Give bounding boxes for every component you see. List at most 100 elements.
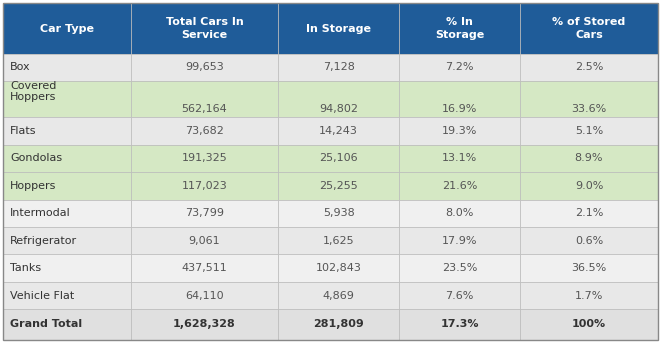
Text: 21.6%: 21.6%: [442, 181, 477, 191]
Text: Gondolas: Gondolas: [10, 153, 62, 164]
Text: 25,106: 25,106: [319, 153, 358, 164]
Bar: [131, 117, 278, 145]
Bar: [520, 309, 658, 340]
Bar: [278, 200, 399, 227]
Bar: [278, 117, 399, 145]
Bar: [3, 3, 131, 54]
Text: 0.6%: 0.6%: [575, 236, 603, 246]
Bar: [520, 81, 658, 117]
Bar: [278, 172, 399, 200]
Bar: [131, 3, 278, 54]
Text: 9.0%: 9.0%: [575, 181, 603, 191]
Text: 14,243: 14,243: [319, 126, 358, 136]
Text: 2.1%: 2.1%: [575, 208, 603, 218]
Bar: [3, 309, 131, 340]
Bar: [3, 227, 131, 255]
Text: Total Cars In
Service: Total Cars In Service: [166, 17, 243, 40]
Text: 5.1%: 5.1%: [575, 126, 603, 136]
Bar: [3, 200, 131, 227]
Bar: [278, 3, 399, 54]
Text: 23.5%: 23.5%: [442, 263, 477, 273]
Bar: [520, 3, 658, 54]
Text: Flats: Flats: [10, 126, 36, 136]
Bar: [399, 117, 520, 145]
Text: 16.9%: 16.9%: [442, 104, 477, 114]
Text: 25,255: 25,255: [319, 181, 358, 191]
Text: 7,128: 7,128: [323, 62, 354, 72]
Text: Refrigerator: Refrigerator: [10, 236, 77, 246]
Text: 73,799: 73,799: [185, 208, 224, 218]
Text: In Storage: In Storage: [306, 24, 371, 34]
Bar: [399, 200, 520, 227]
Text: Vehicle Flat: Vehicle Flat: [10, 291, 74, 301]
Text: 1.7%: 1.7%: [575, 291, 603, 301]
Text: Grand Total: Grand Total: [10, 319, 82, 330]
Text: Covered
Hoppers: Covered Hoppers: [10, 81, 56, 102]
Bar: [131, 200, 278, 227]
Bar: [131, 54, 278, 81]
Bar: [520, 145, 658, 172]
Text: 99,653: 99,653: [185, 62, 224, 72]
Bar: [520, 54, 658, 81]
Bar: [131, 309, 278, 340]
Text: 19.3%: 19.3%: [442, 126, 477, 136]
Text: 17.3%: 17.3%: [440, 319, 479, 330]
Text: % of Stored
Cars: % of Stored Cars: [553, 17, 625, 40]
Text: 7.6%: 7.6%: [446, 291, 474, 301]
Bar: [278, 81, 399, 117]
Bar: [520, 117, 658, 145]
Text: 8.0%: 8.0%: [446, 208, 474, 218]
Bar: [399, 172, 520, 200]
Bar: [131, 172, 278, 200]
Bar: [520, 200, 658, 227]
Bar: [131, 81, 278, 117]
Bar: [520, 255, 658, 282]
Text: 1,625: 1,625: [323, 236, 354, 246]
Text: 1,628,328: 1,628,328: [173, 319, 236, 330]
Text: 191,325: 191,325: [182, 153, 227, 164]
Bar: [3, 81, 131, 117]
Text: Box: Box: [10, 62, 30, 72]
Text: Car Type: Car Type: [40, 24, 94, 34]
Text: 7.2%: 7.2%: [446, 62, 474, 72]
Bar: [278, 255, 399, 282]
Text: 100%: 100%: [572, 319, 606, 330]
Text: 117,023: 117,023: [182, 181, 227, 191]
Bar: [3, 255, 131, 282]
Text: 73,682: 73,682: [185, 126, 224, 136]
Bar: [399, 255, 520, 282]
Bar: [278, 145, 399, 172]
Text: 94,802: 94,802: [319, 104, 358, 114]
Bar: [520, 172, 658, 200]
Bar: [278, 282, 399, 309]
Text: 33.6%: 33.6%: [571, 104, 607, 114]
Text: 36.5%: 36.5%: [571, 263, 607, 273]
Bar: [399, 81, 520, 117]
Text: Tanks: Tanks: [10, 263, 41, 273]
Text: 102,843: 102,843: [316, 263, 362, 273]
Text: 4,869: 4,869: [323, 291, 354, 301]
Bar: [3, 117, 131, 145]
Text: 562,164: 562,164: [182, 104, 227, 114]
Text: 5,938: 5,938: [323, 208, 354, 218]
Bar: [131, 145, 278, 172]
Bar: [131, 227, 278, 255]
Bar: [399, 145, 520, 172]
Text: 437,511: 437,511: [182, 263, 227, 273]
Bar: [399, 282, 520, 309]
Bar: [131, 255, 278, 282]
Bar: [399, 54, 520, 81]
Bar: [520, 282, 658, 309]
Bar: [399, 309, 520, 340]
Text: 17.9%: 17.9%: [442, 236, 477, 246]
Bar: [399, 3, 520, 54]
Bar: [520, 227, 658, 255]
Bar: [278, 227, 399, 255]
Bar: [3, 282, 131, 309]
Bar: [131, 282, 278, 309]
Bar: [399, 227, 520, 255]
Bar: [3, 54, 131, 81]
Text: 13.1%: 13.1%: [442, 153, 477, 164]
Text: 9,061: 9,061: [189, 236, 220, 246]
Text: 64,110: 64,110: [185, 291, 224, 301]
